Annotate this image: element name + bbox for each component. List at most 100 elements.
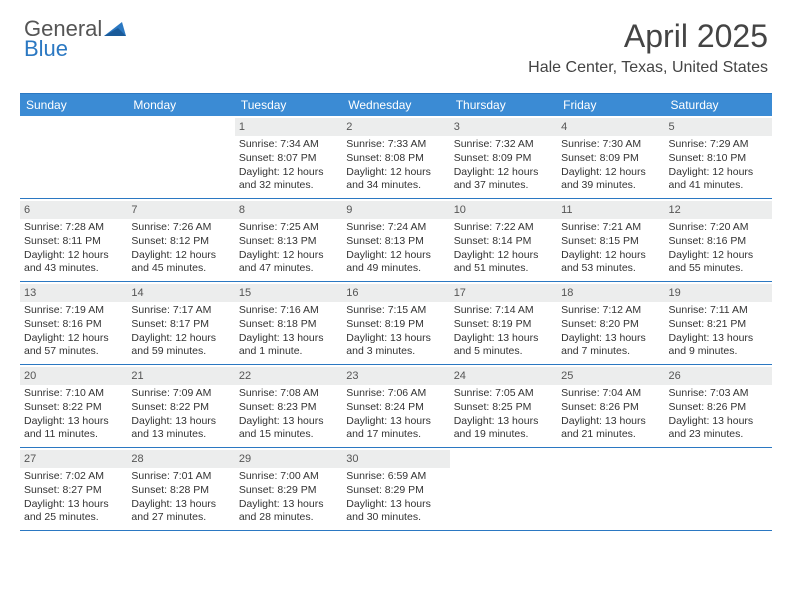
day-details: Sunrise: 7:16 AMSunset: 8:18 PMDaylight:… — [239, 304, 338, 359]
day-sunset: Sunset: 8:09 PM — [561, 152, 660, 166]
logo-triangle-icon — [104, 18, 126, 40]
day-day2: and 55 minutes. — [669, 262, 768, 276]
day-cell: 4Sunrise: 7:30 AMSunset: 8:09 PMDaylight… — [557, 116, 664, 198]
day-cell — [450, 448, 557, 530]
day-details: Sunrise: 7:11 AMSunset: 8:21 PMDaylight:… — [669, 304, 768, 359]
day-number: 29 — [235, 450, 342, 468]
day-number: 16 — [342, 284, 449, 302]
day-cell: 2Sunrise: 7:33 AMSunset: 8:08 PMDaylight… — [342, 116, 449, 198]
day-day2: and 11 minutes. — [24, 428, 123, 442]
day-cell: 26Sunrise: 7:03 AMSunset: 8:26 PMDayligh… — [665, 365, 772, 447]
day-day2: and 13 minutes. — [131, 428, 230, 442]
day-details: Sunrise: 7:34 AMSunset: 8:07 PMDaylight:… — [239, 138, 338, 193]
day-sunset: Sunset: 8:17 PM — [131, 318, 230, 332]
day-number: 6 — [20, 201, 127, 219]
day-day1: Daylight: 13 hours — [239, 498, 338, 512]
day-sunset: Sunset: 8:19 PM — [454, 318, 553, 332]
day-day1: Daylight: 13 hours — [454, 415, 553, 429]
day-number: 23 — [342, 367, 449, 385]
day-details: Sunrise: 7:28 AMSunset: 8:11 PMDaylight:… — [24, 221, 123, 276]
day-details: Sunrise: 7:22 AMSunset: 8:14 PMDaylight:… — [454, 221, 553, 276]
day-number: 9 — [342, 201, 449, 219]
day-sunset: Sunset: 8:15 PM — [561, 235, 660, 249]
day-sunrise: Sunrise: 7:26 AM — [131, 221, 230, 235]
day-sunrise: Sunrise: 7:32 AM — [454, 138, 553, 152]
day-details: Sunrise: 7:21 AMSunset: 8:15 PMDaylight:… — [561, 221, 660, 276]
day-details: Sunrise: 7:01 AMSunset: 8:28 PMDaylight:… — [131, 470, 230, 525]
day-sunrise: Sunrise: 7:34 AM — [239, 138, 338, 152]
day-details: Sunrise: 6:59 AMSunset: 8:29 PMDaylight:… — [346, 470, 445, 525]
day-day1: Daylight: 12 hours — [239, 166, 338, 180]
day-day1: Daylight: 12 hours — [454, 249, 553, 263]
day-cell: 29 Sunrise: 7:00 AMSunset: 8:29 PMDayligh… — [235, 448, 342, 530]
day-number: 27 — [20, 450, 127, 468]
day-day2: and 43 minutes. — [24, 262, 123, 276]
day-header: Saturday — [665, 94, 772, 116]
day-sunrise: Sunrise: 7:11 AM — [669, 304, 768, 318]
day-day2: and 45 minutes. — [131, 262, 230, 276]
day-cell: 30Sunrise: 6:59 AMSunset: 8:29 PMDayligh… — [342, 448, 449, 530]
day-number: 11 — [557, 201, 664, 219]
day-day1: Daylight: 13 hours — [24, 415, 123, 429]
day-sunset: Sunset: 8:26 PM — [561, 401, 660, 415]
day-sunrise: Sunrise: 7:28 AM — [24, 221, 123, 235]
day-sunrise: Sunrise: 7:06 AM — [346, 387, 445, 401]
week-row: 27Sunrise: 7:02 AMSunset: 8:27 PMDayligh… — [20, 448, 772, 531]
day-cell: 28Sunrise: 7:01 AMSunset: 8:28 PMDayligh… — [127, 448, 234, 530]
day-day1: Daylight: 13 hours — [239, 332, 338, 346]
day-header: Friday — [557, 94, 664, 116]
day-details: Sunrise: 7:12 AMSunset: 8:20 PMDaylight:… — [561, 304, 660, 359]
day-day2: and 3 minutes. — [346, 345, 445, 359]
day-day2: and 34 minutes. — [346, 179, 445, 193]
day-sunrise: Sunrise: 7:00 AM — [239, 470, 338, 484]
day-sunset: Sunset: 8:14 PM — [454, 235, 553, 249]
day-day1: Daylight: 13 hours — [454, 332, 553, 346]
day-number: 13 — [20, 284, 127, 302]
day-day2: and 25 minutes. — [24, 511, 123, 525]
day-cell — [20, 116, 127, 198]
day-number: 22 — [235, 367, 342, 385]
day-details: Sunrise: 7:00 AMSunset: 8:29 PMDaylight:… — [239, 470, 338, 525]
day-sunrise: Sunrise: 7:16 AM — [239, 304, 338, 318]
day-day2: and 23 minutes. — [669, 428, 768, 442]
day-details: Sunrise: 7:17 AMSunset: 8:17 PMDaylight:… — [131, 304, 230, 359]
week-row: 13 Sunrise: 7:19 AMSunset: 8:16 PMDayligh… — [20, 282, 772, 365]
day-cell: 23Sunrise: 7:06 AMSunset: 8:24 PMDayligh… — [342, 365, 449, 447]
day-day1: Daylight: 13 hours — [239, 415, 338, 429]
day-day1: Daylight: 12 hours — [346, 166, 445, 180]
day-sunset: Sunset: 8:28 PM — [131, 484, 230, 498]
day-day2: and 57 minutes. — [24, 345, 123, 359]
day-day1: Daylight: 12 hours — [239, 249, 338, 263]
day-number: 10 — [450, 201, 557, 219]
day-sunrise: Sunrise: 7:25 AM — [239, 221, 338, 235]
day-day1: Daylight: 12 hours — [24, 249, 123, 263]
day-details: Sunrise: 7:32 AMSunset: 8:09 PMDaylight:… — [454, 138, 553, 193]
day-day2: and 28 minutes. — [239, 511, 338, 525]
day-day1: Daylight: 12 hours — [454, 166, 553, 180]
day-day2: and 27 minutes. — [131, 511, 230, 525]
day-sunrise: Sunrise: 7:30 AM — [561, 138, 660, 152]
day-cell: 8Sunrise: 7:25 AMSunset: 8:13 PMDaylight… — [235, 199, 342, 281]
page-header: General Blue April 2025 Hale Center, Tex… — [0, 0, 792, 85]
day-cell: 17Sunrise: 7:14 AMSunset: 8:19 PMDayligh… — [450, 282, 557, 364]
day-sunset: Sunset: 8:20 PM — [561, 318, 660, 332]
day-number: 25 — [557, 367, 664, 385]
day-header: Sunday — [20, 94, 127, 116]
day-sunset: Sunset: 8:09 PM — [454, 152, 553, 166]
day-day1: Daylight: 13 hours — [561, 332, 660, 346]
day-details: Sunrise: 7:26 AMSunset: 8:12 PMDaylight:… — [131, 221, 230, 276]
day-cell: 12Sunrise: 7:20 AMSunset: 8:16 PMDayligh… — [665, 199, 772, 281]
day-day2: and 47 minutes. — [239, 262, 338, 276]
day-details: Sunrise: 7:19 AMSunset: 8:16 PMDaylight:… — [24, 304, 123, 359]
day-sunrise: Sunrise: 7:33 AM — [346, 138, 445, 152]
day-header: Wednesday — [342, 94, 449, 116]
page-subtitle: Hale Center, Texas, United States — [528, 59, 768, 77]
day-day1: Daylight: 12 hours — [346, 249, 445, 263]
day-sunset: Sunset: 8:29 PM — [239, 484, 338, 498]
day-day2: and 53 minutes. — [561, 262, 660, 276]
weeks-container: 1Sunrise: 7:34 AMSunset: 8:07 PMDaylight… — [20, 116, 772, 531]
day-header: Monday — [127, 94, 234, 116]
day-sunrise: Sunrise: 7:12 AM — [561, 304, 660, 318]
day-day1: Daylight: 13 hours — [131, 498, 230, 512]
day-sunset: Sunset: 8:29 PM — [346, 484, 445, 498]
